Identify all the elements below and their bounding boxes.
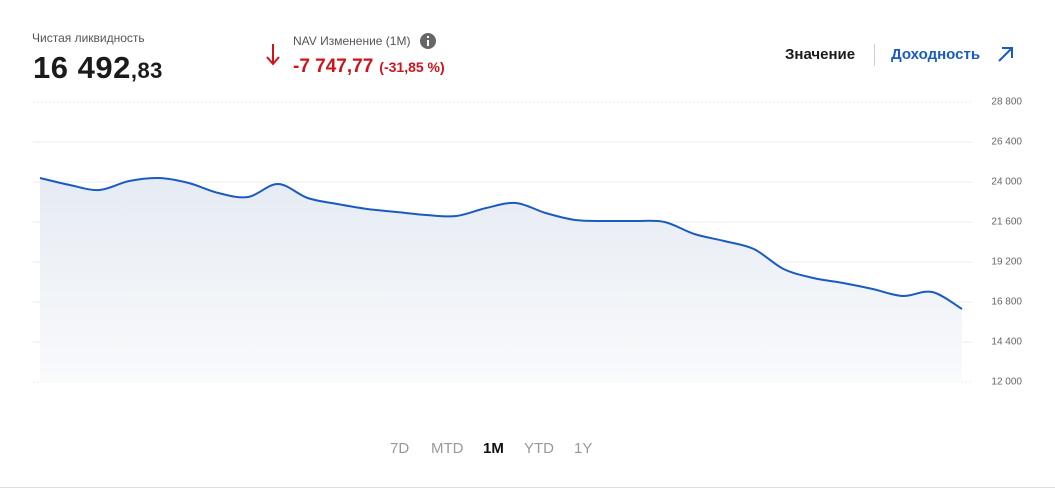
y-tick-label: 28 800 [991, 97, 1022, 108]
y-tick-label: 16 800 [991, 297, 1022, 308]
separator [874, 44, 875, 66]
nav-label: Чистая ликвидность [32, 31, 145, 45]
info-icon[interactable] [419, 32, 437, 50]
area-fill [40, 177, 962, 382]
tab-value[interactable]: Значение [785, 46, 856, 63]
chart: 12 000 14 400 16 800 19 200 21 600 24 000 26 4… [33, 97, 1022, 388]
y-tick-label: 21 600 [991, 217, 1022, 228]
nav-main: 16 492 [33, 50, 131, 85]
range-button[interactable]: MTD [431, 440, 464, 457]
range-button[interactable]: 7D [390, 440, 410, 457]
line [39, 176, 963, 310]
y-tick-label: 26 400 [991, 137, 1022, 148]
down-arrow-icon [266, 44, 280, 66]
tab-return[interactable]: Доходность [891, 46, 981, 63]
change-label: NAV Изменение (1M) [293, 34, 411, 48]
change-amount: -7 747,77 [293, 56, 374, 77]
change-percent: (-31,85 %) [379, 59, 445, 75]
nav-cents: ,83 [130, 58, 163, 83]
range-button[interactable]: 1Y [574, 440, 593, 457]
bottom-border [0, 487, 1055, 488]
y-tick-label: 24 000 [991, 177, 1022, 188]
change-value: -7 747,77 (-31,85 %) [293, 56, 445, 78]
y-tick-label: 14 400 [991, 337, 1022, 348]
range-button[interactable]: 1M [483, 440, 504, 457]
range-button[interactable]: YTD [524, 440, 554, 457]
nav-value: 16 492,83 [33, 50, 163, 86]
expand-icon[interactable] [996, 44, 1016, 64]
y-tick-label: 19 200 [991, 257, 1022, 268]
y-tick-label: 12 000 [991, 377, 1022, 388]
